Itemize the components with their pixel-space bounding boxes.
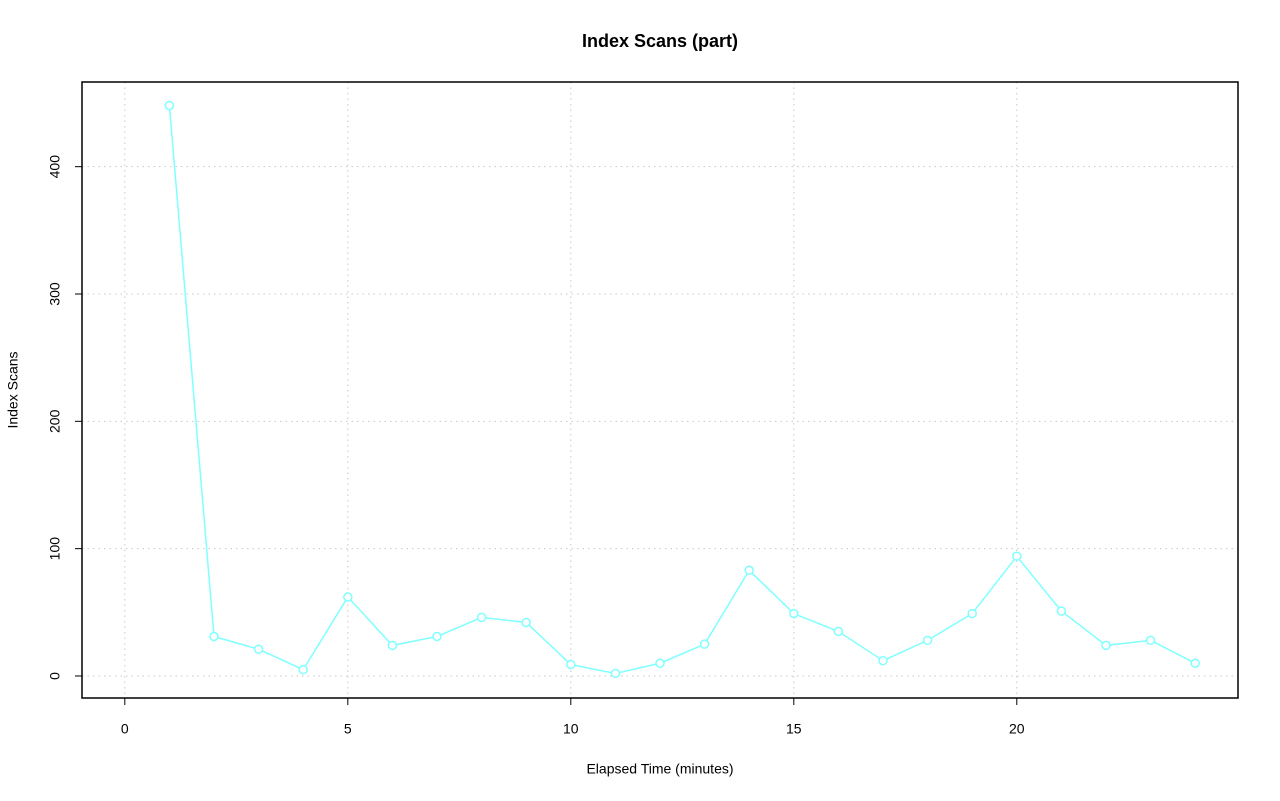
y-tick-label: 200 <box>47 409 63 433</box>
data-point <box>655 658 665 668</box>
plot-frame <box>81 81 1239 699</box>
data-point <box>878 655 888 666</box>
x-tick-label: 20 <box>1009 721 1025 737</box>
data-point <box>387 640 398 651</box>
data-point <box>610 668 621 679</box>
data-point <box>967 608 977 619</box>
x-tick-label: 0 <box>121 721 129 737</box>
data-point <box>432 631 442 642</box>
data-point <box>209 631 219 642</box>
data-point <box>744 565 754 576</box>
data-point <box>1145 635 1156 646</box>
data-point <box>253 644 264 654</box>
x-axis-label: Elapsed Time (minutes) <box>586 761 733 777</box>
data-point <box>476 612 487 623</box>
y-tick-label: 100 <box>47 537 63 561</box>
x-tick-label: 15 <box>786 721 802 737</box>
data-line <box>168 105 1196 675</box>
y-tick-label: 400 <box>47 155 63 179</box>
y-tick-label: 0 <box>47 672 63 680</box>
data-point <box>298 664 308 675</box>
data-point <box>566 659 576 670</box>
x-tick-label: 10 <box>563 721 579 737</box>
data-point <box>922 635 933 646</box>
data-point <box>343 592 353 602</box>
data-point <box>699 639 710 649</box>
x-tick-label: 5 <box>344 721 352 737</box>
data-point <box>1101 640 1111 651</box>
data-point <box>1190 658 1200 668</box>
data-point <box>833 626 844 637</box>
y-tick-label: 300 <box>47 282 63 306</box>
data-point <box>1056 606 1067 616</box>
chart-title: Index Scans (part) <box>582 31 738 51</box>
data-point <box>521 617 531 628</box>
data-point <box>789 608 799 619</box>
data-point <box>164 100 175 111</box>
data-point <box>1012 551 1022 562</box>
y-axis-label: Index Scans <box>5 351 21 428</box>
